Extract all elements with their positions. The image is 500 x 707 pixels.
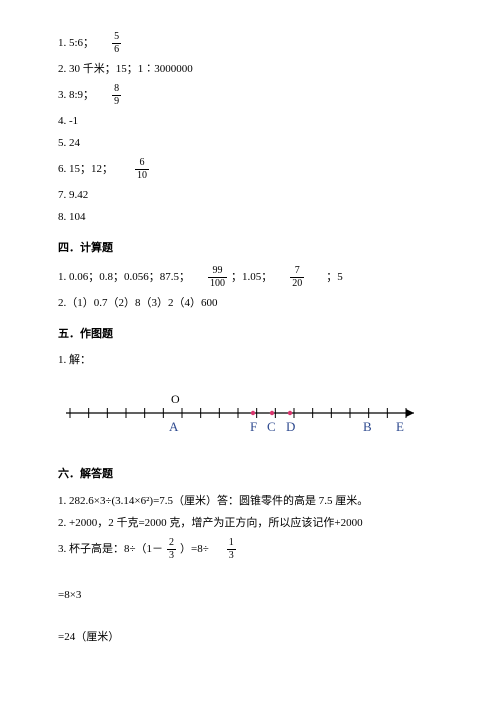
sec6-q3-line2: =8×3 [58,587,442,604]
label-C: C [267,419,276,434]
section-5-title: 五．作图题 [58,326,442,343]
sec4-q1-frac2: 7 20 [290,266,304,289]
number-line-svg: O A F C D B E [58,387,438,441]
item-5: 5. 24 [58,135,442,152]
item-1-frac: 5 6 [112,32,121,55]
sec6-q1: 1. 282.6×3÷(3.14×6²)=7.5（厘米）答：圆锥零件的高是 7.… [58,493,442,510]
section-6-title: 六．解答题 [58,466,442,483]
item-8: 8. 104 [58,209,442,226]
sec6-q3-frac2: 1 3 [227,538,236,561]
section-4-title: 四．计算题 [58,240,442,257]
label-B: B [363,419,372,434]
item-6: 6. 15；12； 6 10 [58,158,442,181]
item-3-prefix: 3. 8:9； [58,87,94,104]
item-1: 1. 5:6； 5 6 [58,32,442,55]
sec6-q3-frac1: 2 3 [167,538,176,561]
sec5-q1: 1. 解： [58,352,442,369]
sec6-q3-line1: 3. 杯子高是：8÷（1－ 2 3 ）=8÷ 1 3 [58,538,442,561]
label-D: D [286,419,295,434]
item-4: 4. -1 [58,113,442,130]
item-2: 2. 30 千米；15；1∶3000000 [58,61,442,78]
label-O: O [171,392,180,406]
number-line-diagram: O A F C D B E [58,387,442,447]
sec4-q1-frac1: 99 100 [208,266,227,289]
sec6-q3-line3: =24（厘米） [58,629,442,646]
point-F-dot [251,410,255,414]
label-A: A [169,419,179,434]
label-E: E [396,419,404,434]
item-6-prefix: 6. 15；12； [58,161,113,178]
item-7: 7. 9.42 [58,187,442,204]
sec4-q1: 1. 0.06；0.8；0.056；87.5； 99 100 ；1.05； 7 … [58,266,442,289]
point-D-dot [288,410,292,414]
sec4-q2: 2.（1）0.7（2）8（3）2（4）600 [58,295,442,312]
item-6-frac: 6 10 [135,158,149,181]
sec6-q2: 2. +2000，2 千克=2000 克，增产为正方向，所以应该记作+2000 [58,515,442,532]
item-3-frac: 8 9 [112,84,121,107]
point-C-dot [270,410,274,414]
item-3: 3. 8:9； 8 9 [58,84,442,107]
item-1-prefix: 1. 5:6； [58,35,94,52]
label-F: F [250,419,257,434]
